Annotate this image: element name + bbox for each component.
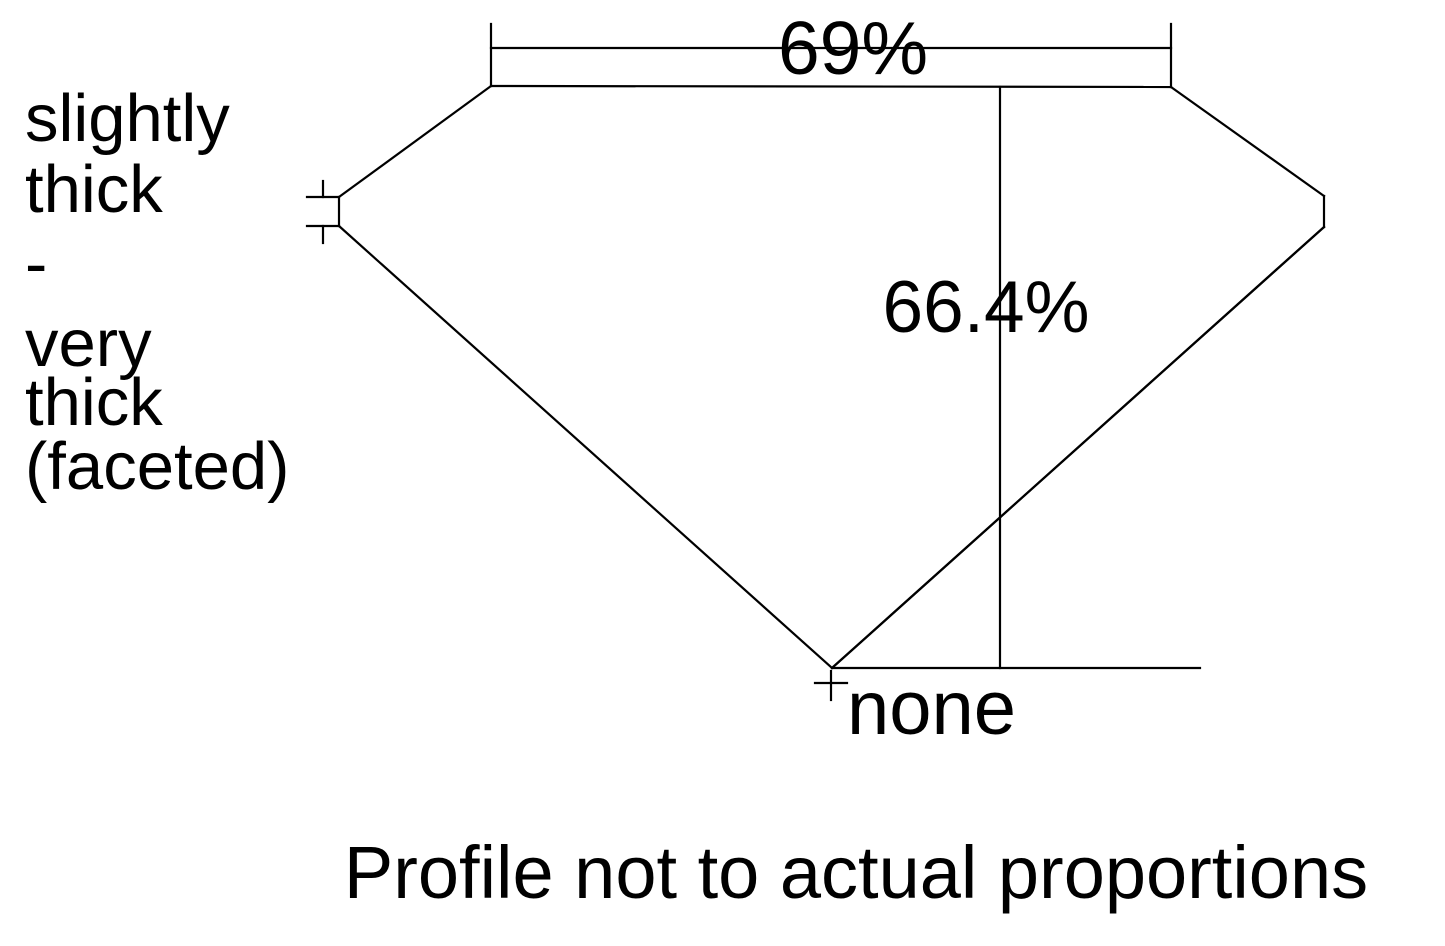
svg-text:66.4%: 66.4% — [883, 267, 1090, 348]
svg-text:69%: 69% — [778, 6, 928, 90]
svg-text:thick: thick — [25, 152, 163, 227]
svg-text:(faceted): (faceted) — [25, 429, 289, 504]
svg-text:slightly: slightly — [25, 81, 230, 156]
svg-text:-: - — [25, 226, 47, 301]
svg-text:Profile not to actual proporti: Profile not to actual proportions — [344, 831, 1368, 914]
svg-text:none: none — [847, 666, 1016, 751]
